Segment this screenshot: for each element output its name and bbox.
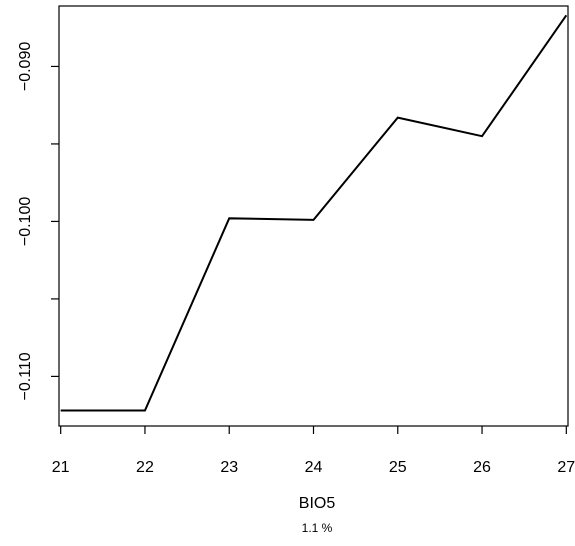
x-tick-label: 25: [389, 459, 407, 476]
x-tick-label: 21: [52, 459, 70, 476]
y-tick-label: −0.090: [17, 42, 34, 91]
x-tick-label: 23: [220, 459, 238, 476]
subtitle: 1.1 %: [302, 521, 333, 535]
y-tick-label: −0.110: [17, 352, 34, 400]
x-tick-label: 24: [305, 459, 323, 476]
series-line: [60, 14, 568, 412]
x-tick-label: 22: [136, 459, 154, 476]
y-tick-label: −0.100: [17, 197, 34, 246]
x-tick-label: 27: [557, 459, 575, 476]
y-axis: −0.110 −0.100 −0.090: [17, 42, 59, 401]
x-axis: 21 22 23 24 25 26 27: [52, 426, 575, 476]
x-axis-title: BIO5: [299, 495, 336, 512]
plot-box: [58, 5, 569, 427]
x-tick-label: 26: [473, 459, 491, 476]
